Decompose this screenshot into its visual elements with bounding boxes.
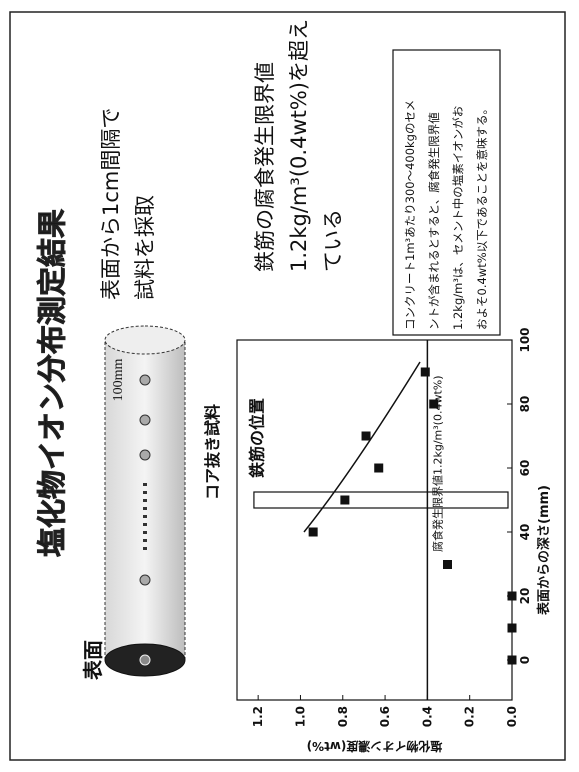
- note-line: 1.2kg/m³は、セメント中の塩素イオンがお: [451, 106, 465, 330]
- data-point: [507, 623, 517, 633]
- cylinder-end: [104, 325, 186, 355]
- plot-frame: [236, 339, 513, 701]
- data-point: [507, 591, 517, 601]
- note-line: ントが含まれるとすると、腐食発生限界値: [427, 112, 441, 330]
- data-point: [507, 655, 517, 665]
- x-tick-label: 100: [518, 327, 532, 352]
- y-tick-label: 0.2: [463, 706, 477, 727]
- slide-frame: [9, 11, 566, 761]
- x-tick-label: 80: [518, 396, 532, 413]
- data-point: [420, 367, 430, 377]
- note-line: およそ0.4wt%以下であることを意味する。: [475, 103, 489, 330]
- sampling-line: 表面から1cm間隔で: [99, 108, 123, 300]
- data-point: [374, 463, 384, 473]
- data-point: [429, 399, 439, 409]
- note-line: コンクリート1m³あたり300～400kgのセメ: [403, 100, 417, 330]
- title: 塩化物イオン分布測定結果: [35, 209, 69, 557]
- finding-line: ている: [321, 209, 345, 272]
- core-label: コア抜き試料: [203, 404, 222, 500]
- note-box: [392, 49, 501, 336]
- finding-line: 1.2kg/m³(0.4wt%)を超え: [287, 19, 311, 272]
- finding-line: 鉄筋の腐食発生限界値: [253, 62, 277, 272]
- y-axis-label: 塩化物イオン濃度(wt%): [307, 739, 443, 754]
- x-tick-label: 20: [518, 588, 532, 605]
- x-tick-label: 40: [518, 524, 532, 541]
- x-tick-label: 60: [518, 460, 532, 477]
- surface-label: 表面: [81, 640, 105, 680]
- y-tick-label: 0.6: [378, 706, 392, 727]
- y-tick-label: 0.0: [505, 706, 519, 727]
- legend-marker: [443, 560, 452, 569]
- y-tick-label: 1.0: [293, 706, 307, 727]
- data-point: [361, 431, 371, 441]
- y-tick-label: 1.2: [251, 706, 265, 727]
- x-tick-label: 0: [518, 656, 532, 664]
- rebar-label: 鉄筋の位置: [247, 398, 266, 478]
- y-tick-label: 0.8: [336, 706, 350, 727]
- core-sample: [104, 325, 186, 677]
- data-point: [340, 495, 350, 505]
- y-tick-label: 0.4: [420, 706, 434, 727]
- sampling-line: 試料を採取: [133, 195, 157, 300]
- data-point: [308, 527, 318, 537]
- x-axis-label: 表面からの深さ(mm): [536, 485, 552, 616]
- fit-curve: [303, 361, 421, 533]
- core-size: 100mm: [111, 359, 126, 402]
- rebar-box: [253, 491, 509, 509]
